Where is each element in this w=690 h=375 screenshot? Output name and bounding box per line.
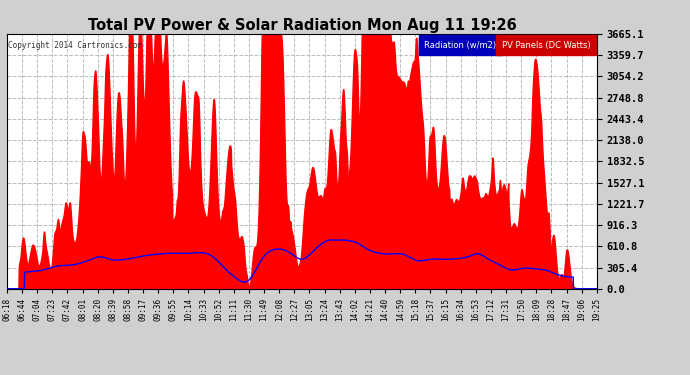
Text: Copyright 2014 Cartronics.com: Copyright 2014 Cartronics.com	[8, 41, 142, 50]
Legend: Radiation (w/m2), PV Panels (DC Watts): Radiation (w/m2), PV Panels (DC Watts)	[420, 38, 593, 52]
Title: Total PV Power & Solar Radiation Mon Aug 11 19:26: Total PV Power & Solar Radiation Mon Aug…	[88, 18, 516, 33]
